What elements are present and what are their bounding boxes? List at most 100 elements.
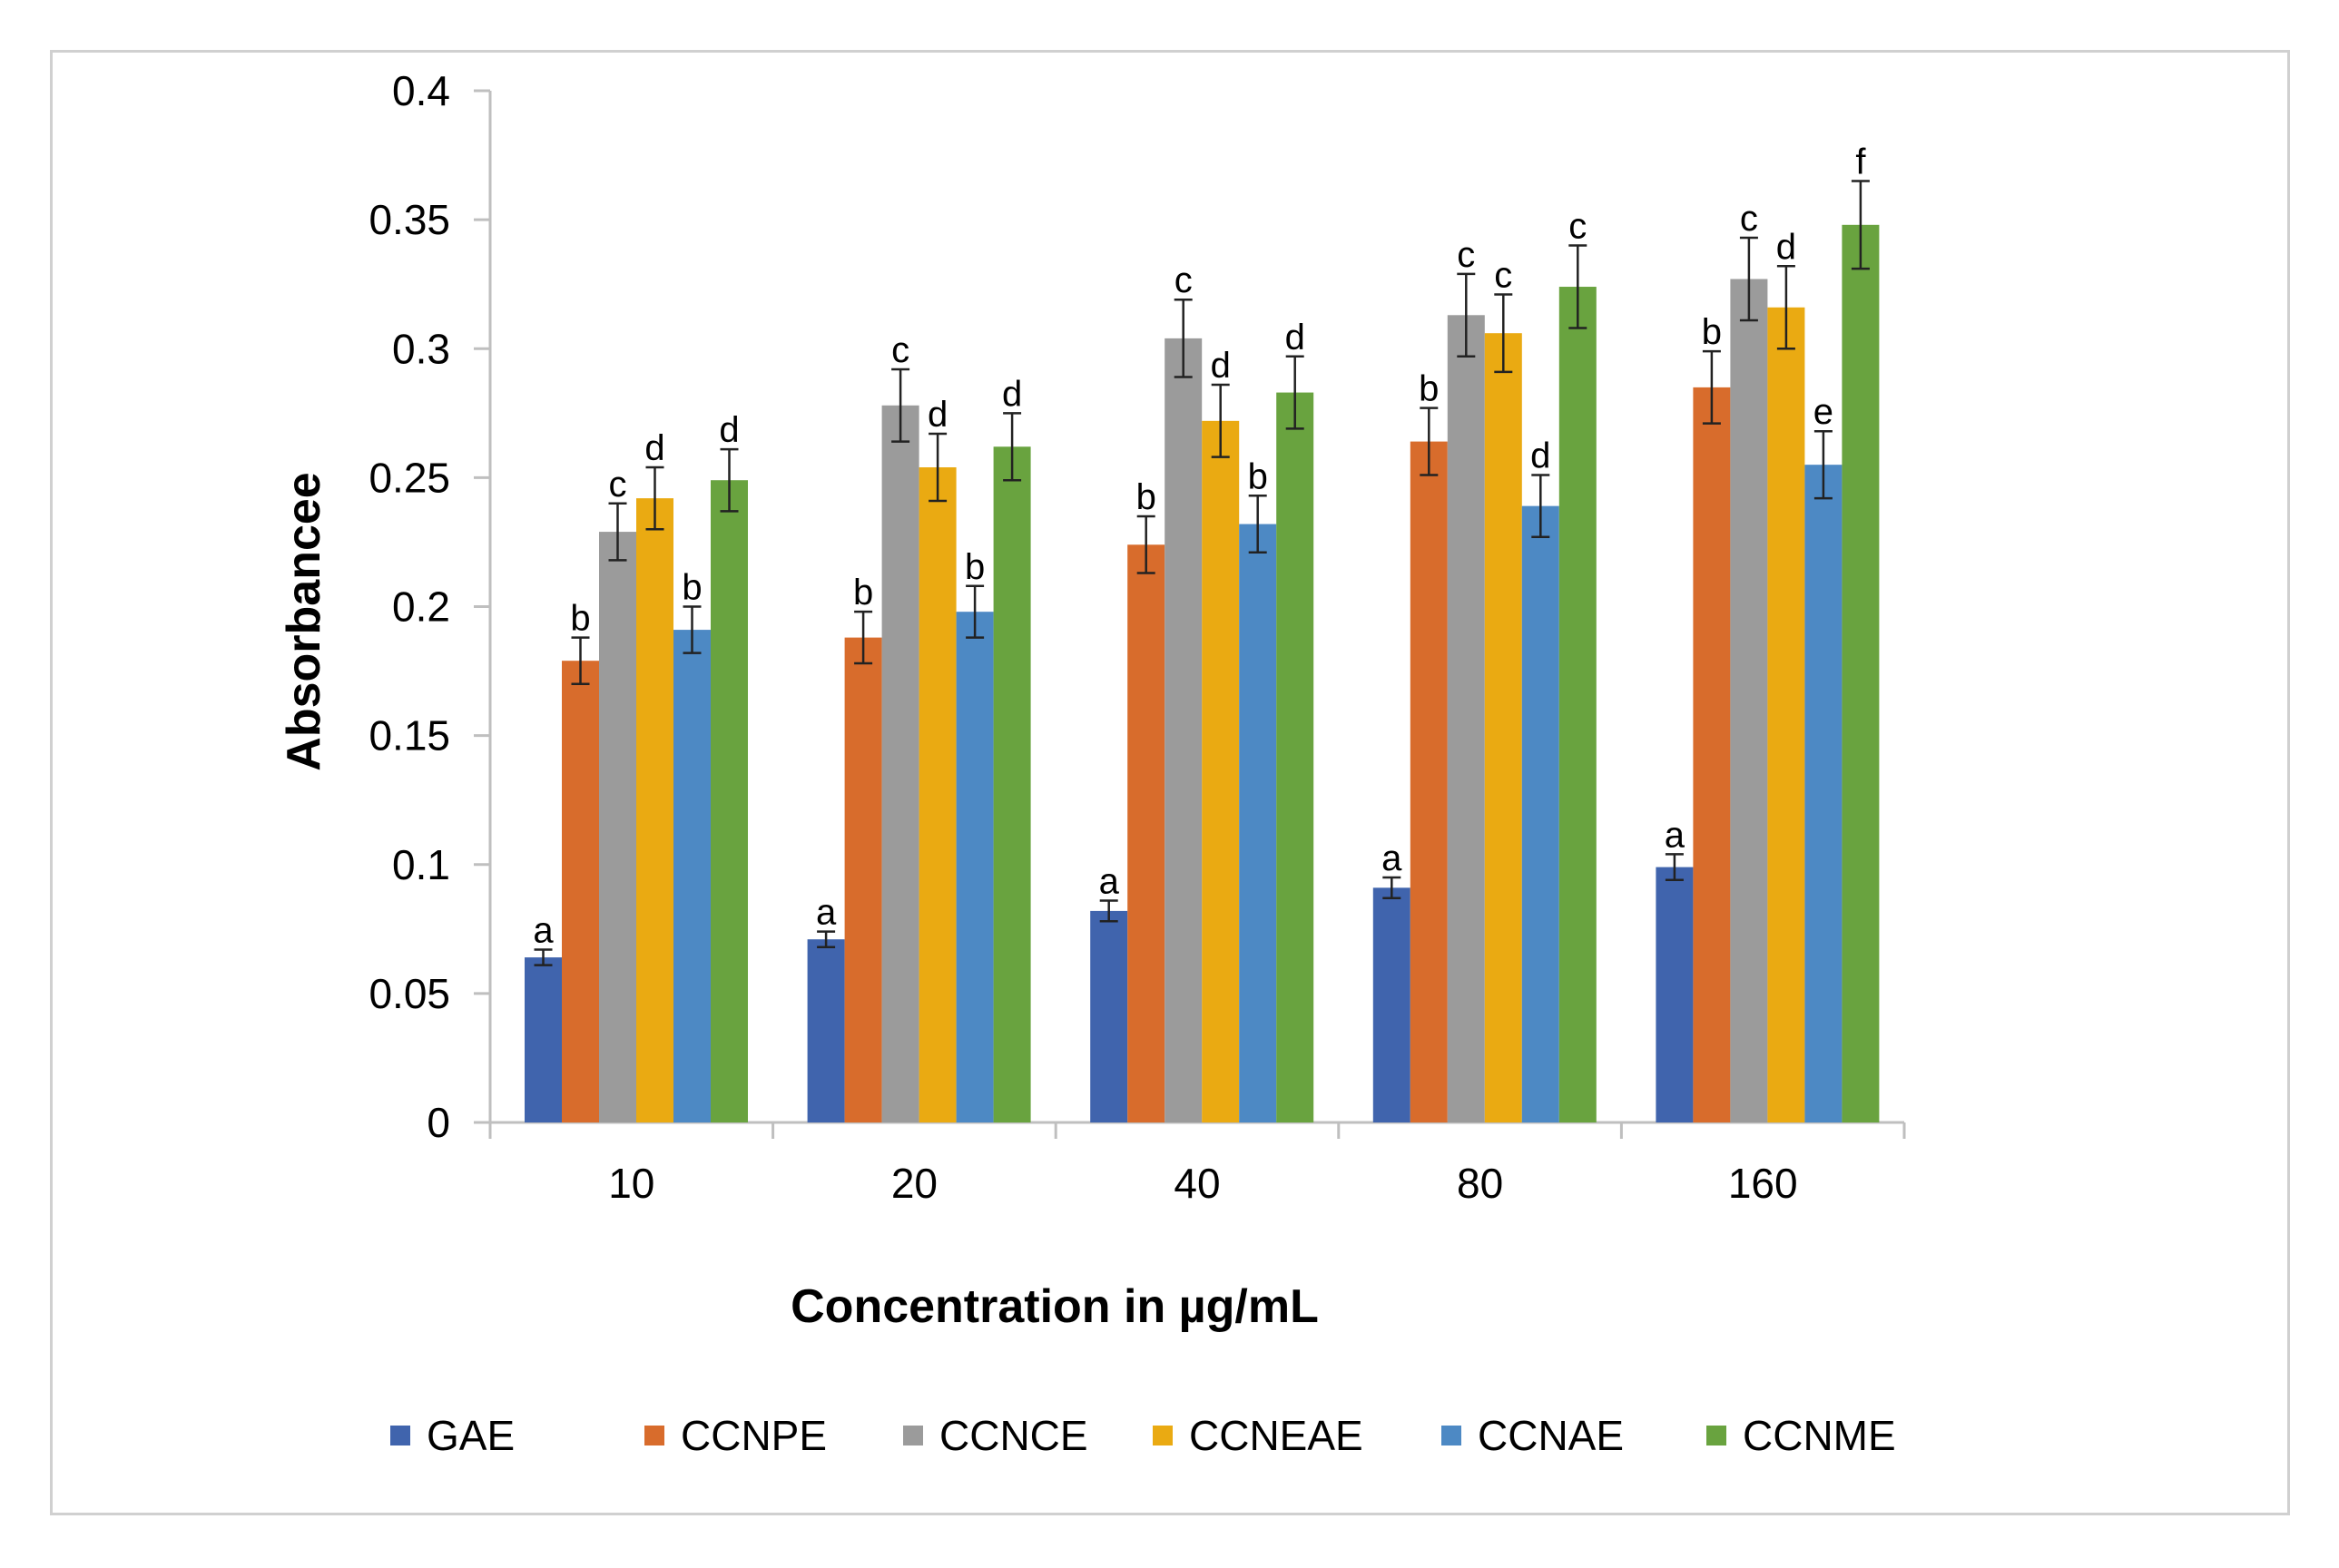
significance-label: d [1211, 346, 1231, 386]
x-tick-label: 10 [608, 1160, 654, 1207]
error-bar [966, 584, 985, 639]
error-bar [817, 930, 836, 948]
x-tick-label: 80 [1457, 1160, 1503, 1207]
bar-ccnpe-80 [1410, 441, 1448, 1123]
error-bar [1382, 876, 1401, 899]
error-bar [1003, 412, 1022, 482]
significance-label: b [1248, 456, 1268, 496]
x-tick-label: 160 [1728, 1160, 1798, 1207]
y-tick-label: 0.05 [369, 970, 450, 1017]
bar-ccnae-10 [673, 630, 711, 1122]
legend-item-ccneae: CCNEAE [1153, 1412, 1363, 1459]
y-tick-label: 0.1 [392, 841, 450, 888]
significance-label: a [1665, 815, 1685, 855]
legend-swatch [644, 1426, 664, 1446]
significance-label: b [682, 568, 702, 608]
error-bar [1494, 293, 1513, 374]
legend-swatch [390, 1426, 410, 1446]
error-bar [1813, 429, 1833, 500]
y-tick-label: 0 [427, 1099, 450, 1146]
significance-label: a [1381, 838, 1402, 878]
significance-label: a [533, 911, 554, 951]
legend-swatch [1441, 1426, 1461, 1446]
bar-ccnme-10 [711, 480, 748, 1122]
error-bar [1174, 298, 1193, 378]
significance-label: e [1813, 392, 1833, 432]
y-tick-label: 0.4 [392, 67, 450, 114]
error-bar [1211, 383, 1230, 458]
legend-label: CCNAE [1478, 1412, 1624, 1459]
significance-label: c [1568, 207, 1587, 247]
significance-label: b [1419, 369, 1439, 409]
error-bar [929, 432, 948, 503]
error-bar [1248, 495, 1267, 554]
bar-ccnme-40 [1276, 392, 1314, 1122]
significance-label: b [570, 599, 590, 639]
legend-item-ccnce: CCNCE [903, 1412, 1088, 1459]
legend-label: CCNME [1743, 1412, 1896, 1459]
bar-gae-160 [1656, 867, 1694, 1122]
bar-ccneae-40 [1202, 420, 1240, 1123]
significance-label: a [1099, 862, 1120, 902]
significance-label: d [719, 410, 739, 450]
significance-label: b [1702, 312, 1722, 352]
significance-label: d [1285, 318, 1305, 358]
y-tick-label: 0.35 [369, 196, 450, 243]
bar-ccneae-80 [1484, 333, 1522, 1122]
bar-gae-40 [1090, 910, 1128, 1122]
significance-label: b [853, 573, 873, 612]
bar-gae-10 [525, 957, 562, 1122]
error-bar [1851, 180, 1870, 270]
significance-label: c [891, 330, 909, 370]
bar-ccnme-80 [1558, 287, 1597, 1122]
error-bar [891, 368, 910, 443]
legend-item-ccnme: CCNME [1706, 1412, 1896, 1459]
significance-label: d [1776, 227, 1796, 267]
y-tick-label: 0.25 [369, 454, 450, 501]
error-bar [720, 447, 739, 513]
significance-label: c [609, 465, 627, 505]
bar-ccneae-20 [919, 467, 957, 1122]
tick-labels: 0 0.05 0.1 0.15 0.2 0.25 0.3 0.35 0.4 10 20 40 80 160 [369, 67, 1797, 1207]
bar-ccnpe-20 [844, 637, 882, 1122]
legend: GAE CCNPE CCNCE CCNEAE CCNAE CCNME [390, 1412, 1896, 1459]
error-bar [1420, 407, 1439, 476]
bar-ccnce-40 [1165, 338, 1203, 1122]
legend-item-ccnpe: CCNPE [644, 1412, 827, 1459]
significance-label: f [1855, 142, 1866, 181]
significance-label: c [1174, 260, 1193, 300]
significance-label: c [1740, 199, 1758, 239]
error-bar [1136, 514, 1155, 574]
error-bar [571, 636, 590, 686]
bar-ccnme-160 [1842, 224, 1880, 1122]
bar-ccneae-160 [1767, 307, 1805, 1122]
error-bar [1568, 244, 1587, 329]
error-bar [1531, 474, 1550, 539]
legend-label: GAE [427, 1412, 515, 1459]
error-bar [1099, 899, 1118, 923]
legend-label: CCNEAE [1189, 1412, 1363, 1459]
bar-gae-80 [1372, 887, 1410, 1122]
legend-item-gae: GAE [390, 1412, 515, 1459]
y-tick-label: 0.15 [369, 712, 450, 760]
x-axis-title: Concentration in µg/mL [791, 1280, 1319, 1333]
significance-label: b [965, 547, 985, 587]
y-tick-label: 0.2 [392, 583, 450, 631]
significance-label: d [644, 428, 664, 468]
error-bar [854, 610, 873, 665]
error-bar [1665, 853, 1684, 882]
bars [525, 224, 1880, 1123]
bar-ccnpe-10 [562, 661, 599, 1122]
error-bar [1702, 349, 1721, 425]
error-bar [683, 605, 702, 654]
error-bar [1457, 272, 1476, 358]
bar-ccnpe-40 [1127, 544, 1165, 1122]
bar-ccnce-10 [599, 532, 636, 1122]
bar-ccnae-20 [956, 612, 994, 1122]
error-bar [534, 948, 553, 966]
y-tick-label: 0.3 [392, 325, 450, 372]
bar-gae-20 [807, 939, 845, 1122]
bar-ccnae-160 [1804, 465, 1843, 1122]
significance-label: a [816, 893, 837, 933]
